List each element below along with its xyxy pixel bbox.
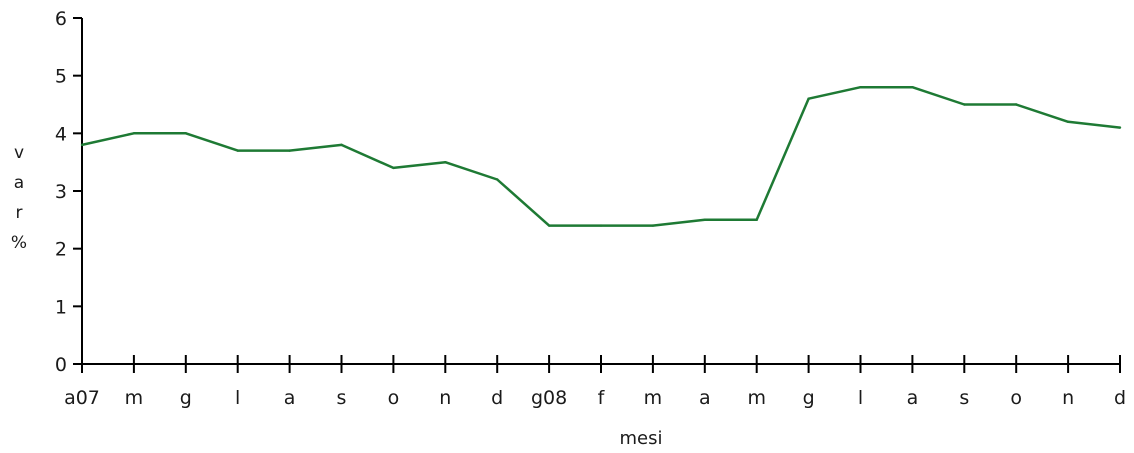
x-tick-label: m xyxy=(747,387,766,409)
y-axis-title: var% xyxy=(11,143,27,253)
data-point xyxy=(651,224,655,227)
y-tick-label: 4 xyxy=(55,123,67,145)
x-tick-label: f xyxy=(598,387,606,409)
data-point xyxy=(1015,103,1018,106)
x-tick-label: n xyxy=(439,387,451,409)
x-tick-label: o xyxy=(1010,387,1022,409)
y-tick-label: 1 xyxy=(55,296,67,318)
series-layer xyxy=(80,85,1122,227)
x-tick-label: l xyxy=(858,387,863,409)
data-point xyxy=(911,86,914,89)
x-tick-label: a xyxy=(284,387,296,409)
x-axis-title: mesi xyxy=(620,428,663,449)
x-tick-label: g xyxy=(803,387,815,409)
data-point xyxy=(859,86,862,89)
x-tick-label: a xyxy=(907,387,919,409)
x-tick-label: g xyxy=(180,387,192,409)
x-tick-label: a07 xyxy=(64,387,100,409)
data-point xyxy=(1118,126,1122,129)
data-point xyxy=(963,103,966,106)
x-tick-label: g08 xyxy=(531,387,567,409)
data-point xyxy=(703,218,706,222)
y-tick-label: 3 xyxy=(55,181,67,203)
x-tick-label: d xyxy=(1114,387,1126,409)
series-line xyxy=(81,85,1121,227)
data-point xyxy=(288,149,291,152)
data-point xyxy=(599,224,603,227)
x-tick-label: m xyxy=(644,387,663,409)
data-point xyxy=(80,143,84,147)
y-axis: 0 1 2 3 4 5 6 xyxy=(55,8,83,376)
y-tick-label: 5 xyxy=(55,66,67,88)
x-tick-label: n xyxy=(1062,387,1074,409)
y-tick-label: 0 xyxy=(55,354,67,376)
data-point xyxy=(807,97,810,100)
x-axis: a07 m g l a s o n d g08 f m a m g l a s o n d xyxy=(64,355,1126,409)
y-tick-label: 2 xyxy=(55,239,67,261)
data-point xyxy=(1066,120,1070,124)
x-tick-label: l xyxy=(235,387,240,409)
data-point xyxy=(236,149,239,152)
x-ticks: a07 m g l a s o n d g08 f m a m g l a s o n d xyxy=(64,355,1126,409)
data-point xyxy=(184,132,187,135)
data-point xyxy=(547,224,551,227)
data-point xyxy=(755,218,758,222)
y-axis-title-char: r xyxy=(16,203,23,223)
y-axis-title-char: v xyxy=(14,143,24,163)
x-tick-label: d xyxy=(491,387,503,409)
data-point xyxy=(392,166,395,170)
data-point xyxy=(132,132,136,135)
y-axis-title-char: a xyxy=(14,173,24,193)
data-point xyxy=(340,143,343,147)
data-point xyxy=(444,160,447,164)
x-tick-label: o xyxy=(388,387,400,409)
y-ticks: 0 1 2 3 4 5 6 xyxy=(55,8,82,376)
y-axis-title-char: % xyxy=(11,233,27,253)
y-tick-label: 6 xyxy=(55,8,67,30)
x-tick-label: s xyxy=(337,387,347,409)
data-point xyxy=(496,178,499,181)
x-tick-label: s xyxy=(959,387,969,409)
x-tick-label: a xyxy=(699,387,711,409)
x-tick-label: m xyxy=(125,387,144,409)
